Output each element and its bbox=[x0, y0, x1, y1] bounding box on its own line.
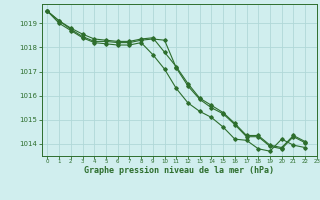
X-axis label: Graphe pression niveau de la mer (hPa): Graphe pression niveau de la mer (hPa) bbox=[84, 166, 274, 175]
